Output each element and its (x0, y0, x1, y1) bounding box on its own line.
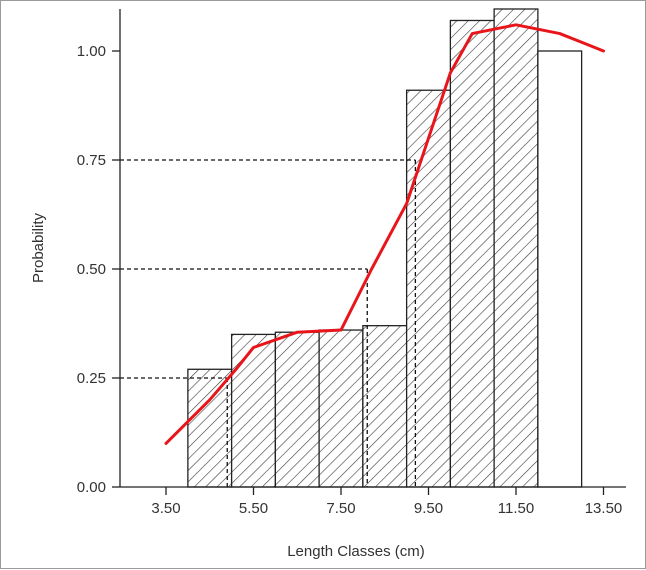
x-tick-label-5: 11.50 (498, 500, 534, 517)
x-tick-label-1: 3.50 (151, 500, 180, 517)
x-tick-label-3: 7.50 (326, 500, 355, 517)
y-axis-label: Probability (30, 212, 47, 283)
bars-layer (188, 9, 582, 487)
y-tick-label-5: 1.00 (77, 43, 106, 60)
x-tick-label-2: 5.50 (239, 500, 268, 517)
y-tick-label-1: 0.00 (77, 479, 106, 496)
bar-3 (275, 332, 319, 487)
x-tick-label-6: 13.50 (585, 500, 623, 517)
bar-2 (232, 334, 276, 487)
bar-6 (407, 90, 451, 487)
x-tick-label-4: 9.50 (414, 500, 443, 517)
y-tick-label-2: 0.25 (77, 370, 106, 387)
bar-8 (494, 9, 538, 487)
bar-1 (188, 369, 232, 487)
y-tick-label-3: 0.50 (77, 261, 106, 278)
bar-9 (538, 51, 582, 487)
x-axis-label: Length Classes (cm) (287, 543, 425, 560)
y-tick-label-4: 0.75 (77, 152, 106, 169)
bar-7 (450, 20, 494, 487)
bar-5 (363, 326, 407, 487)
bar-4 (319, 330, 363, 487)
